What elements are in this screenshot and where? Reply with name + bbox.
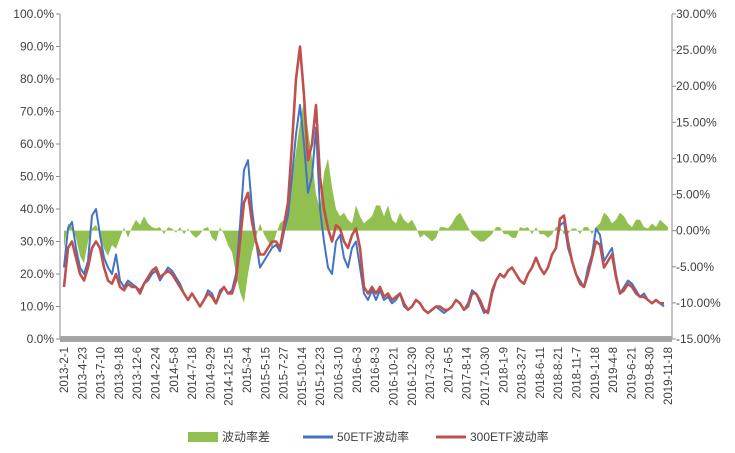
legend-swatch bbox=[188, 432, 218, 442]
plot-area bbox=[56, 13, 676, 342]
x-axis-tick-label: 2016-6-3 bbox=[352, 347, 364, 393]
x-axis-tick-label: 2018-1-9 bbox=[498, 347, 510, 393]
legend-label: 50ETF波动率 bbox=[337, 429, 409, 444]
x-axis-tick-label: 2015-7-27 bbox=[279, 347, 291, 399]
x-axis-tick-labels: 2013-2-1 2013-4-23 2013-7-10 2013-9-18 2013-… bbox=[59, 346, 675, 405]
x-axis-tick-label: 2013-2-1 bbox=[59, 347, 71, 393]
x-axis-tick-label: 2017-10-30 bbox=[480, 347, 492, 406]
volatility-line-layer bbox=[62, 45, 665, 315]
right-axis-tick-label: 20.00% bbox=[676, 79, 717, 93]
x-axis-tick-label: 2014-2-24 bbox=[151, 346, 163, 399]
x-axis-tick-label: 2014-5-8 bbox=[169, 347, 181, 393]
right-axis-tick-label: 5.00% bbox=[676, 188, 710, 202]
x-axis-tick-label: 2018-6-11 bbox=[535, 347, 547, 399]
x-axis-tick-label: 2016-3-10 bbox=[334, 347, 346, 399]
left-axis-tick-label: 10.0% bbox=[20, 300, 54, 314]
right-axis-tick-label: -15.00% bbox=[676, 332, 721, 346]
legend-item: 波动率差 bbox=[188, 429, 270, 444]
left-axis-tick-label: 50.0% bbox=[20, 170, 54, 184]
x-axis-tick-label: 2018-8-21 bbox=[553, 347, 565, 399]
left-axis-tick-label: 20.0% bbox=[20, 267, 54, 281]
right-axis-tick-label: 25.00% bbox=[676, 43, 717, 57]
x-axis-tick-label: 2018-3-27 bbox=[517, 347, 529, 399]
axes-layer bbox=[56, 13, 676, 342]
x-axis-tick-label: 2015-10-14 bbox=[297, 346, 309, 405]
x-axis-line bbox=[60, 336, 672, 342]
x-axis-tick-label: 2016-10-21 bbox=[388, 347, 400, 406]
x-axis-tick-label: 2019-8-30 bbox=[645, 347, 657, 399]
x-axis-tick-label: 2014-12-15 bbox=[224, 347, 236, 406]
x-axis-tick-label: 2013-4-23 bbox=[77, 347, 89, 399]
right-axis-tick-label: 0.00% bbox=[676, 224, 710, 238]
x-axis-tick-label: 2013-9-18 bbox=[114, 347, 126, 399]
right-axis-tick-label: 15.00% bbox=[676, 115, 717, 129]
x-axis-tick-label: 2019-6-21 bbox=[626, 347, 638, 399]
x-axis-tick-label: 2019-4-8 bbox=[608, 347, 620, 393]
left-axis-tick-label: 40.0% bbox=[20, 202, 54, 216]
x-axis-tick-label: 2017-8-14 bbox=[462, 346, 474, 399]
legend-label: 波动率差 bbox=[222, 429, 270, 444]
legend-label: 300ETF波动率 bbox=[470, 429, 549, 444]
x-axis-tick-label: 2018-11-7 bbox=[571, 347, 583, 399]
left-axis-tick-label: 60.0% bbox=[20, 137, 54, 151]
right-axis-tick-label: -5.00% bbox=[676, 260, 714, 274]
legend: 波动率差 50ETF波动率 300ETF波动率 bbox=[188, 429, 549, 444]
x-axis-tick-label: 2014-9-29 bbox=[205, 347, 217, 399]
x-axis-tick-label: 2019-11-18 bbox=[663, 347, 675, 405]
x-axis-tick-label: 2016-8-3 bbox=[370, 347, 382, 393]
x-axis-tick-label: 2015-3-4 bbox=[242, 346, 254, 393]
left-axis-tick-label: 100.0% bbox=[13, 7, 54, 21]
left-axis-tick-label: 90.0% bbox=[20, 40, 54, 54]
x-axis-tick-label: 2015-12-23 bbox=[315, 347, 327, 406]
x-axis-tick-label: 2017-6-5 bbox=[443, 347, 455, 393]
series-line-300etf bbox=[62, 45, 664, 315]
left-axis-tick-label: 0.0% bbox=[27, 332, 55, 346]
legend-item: 300ETF波动率 bbox=[436, 429, 549, 444]
x-axis-tick-label: 2013-7-10 bbox=[96, 347, 108, 399]
x-axis-tick-label: 2016-12-30 bbox=[407, 347, 419, 406]
left-axis-tick-label: 30.0% bbox=[20, 235, 54, 249]
left-axis-tick-labels: 0.0% 10.0% 20.0% 30.0% 40.0% 50.0% 60.0% 70.0% 8… bbox=[13, 7, 54, 346]
left-axis-tick-label: 80.0% bbox=[20, 72, 54, 86]
right-axis-tick-label: -10.00% bbox=[676, 296, 721, 310]
x-axis-tick-label: 2013-12-6 bbox=[132, 347, 144, 399]
x-axis-tick-label: 2014-7-18 bbox=[187, 347, 199, 399]
x-axis-tick-label: 2015-5-15 bbox=[260, 347, 272, 399]
right-axis-tick-labels: -15.00% -10.00% -5.00% 0.00% 5.00% 10.00% 15.0… bbox=[676, 7, 721, 346]
legend-item: 50ETF波动率 bbox=[303, 429, 409, 444]
right-axis-tick-label: 10.00% bbox=[676, 151, 717, 165]
x-axis-tick-label: 2019-1-18 bbox=[590, 347, 602, 399]
right-axis-tick-label: 30.00% bbox=[676, 7, 717, 21]
left-axis-tick-label: 70.0% bbox=[20, 105, 54, 119]
x-axis-tick-label: 2017-3-20 bbox=[425, 347, 437, 399]
